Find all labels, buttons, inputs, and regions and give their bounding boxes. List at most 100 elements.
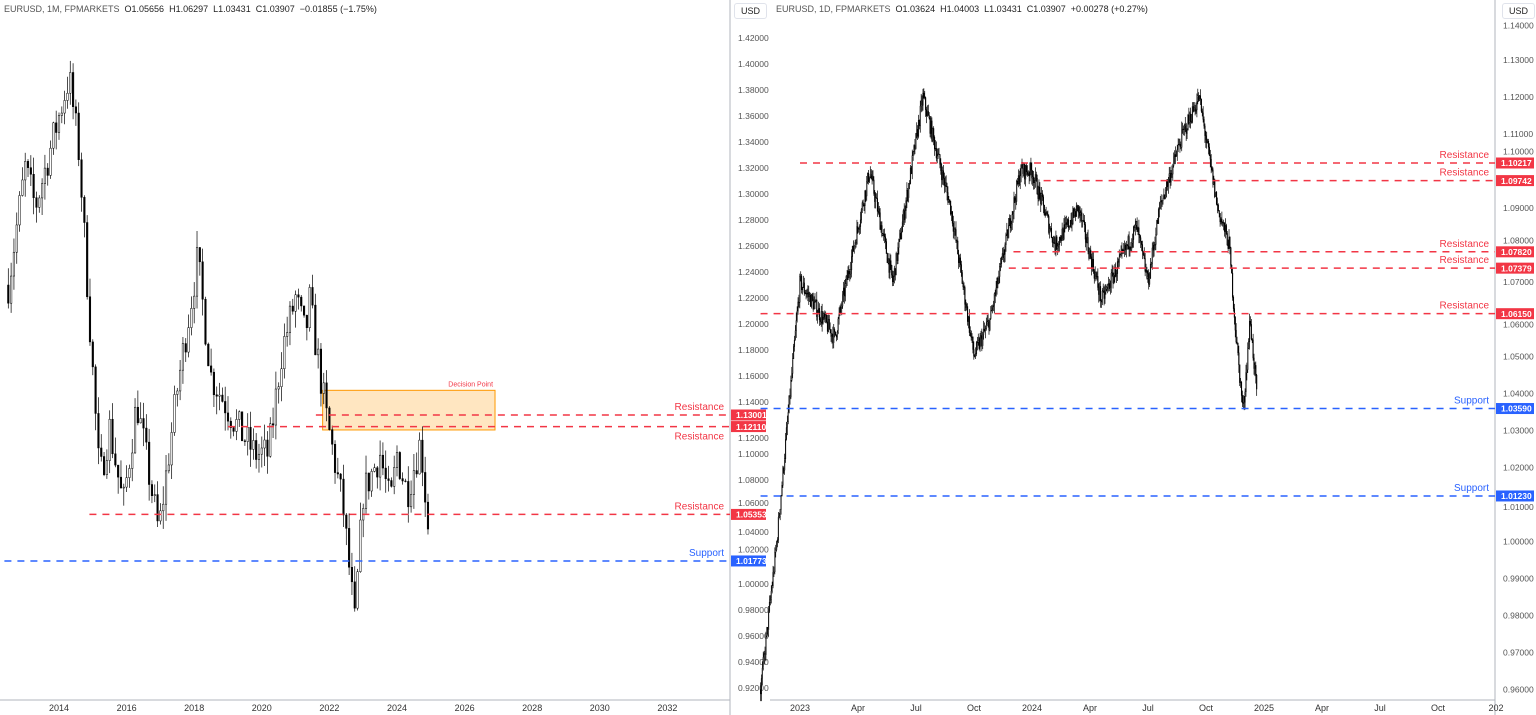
candle — [1165, 187, 1167, 200]
candle-body — [1045, 212, 1047, 216]
candle-body — [314, 304, 317, 356]
candle-body — [1139, 234, 1141, 239]
candle — [811, 292, 813, 302]
candle — [772, 565, 774, 589]
candle — [872, 170, 874, 182]
candle — [948, 195, 950, 203]
candle-body — [919, 105, 921, 127]
candle — [1034, 167, 1036, 188]
candle-body — [989, 318, 991, 331]
candle — [940, 158, 942, 175]
candle — [1038, 179, 1040, 202]
candle — [1224, 222, 1226, 237]
candle-body — [26, 161, 30, 168]
candle — [1024, 162, 1026, 185]
candle — [252, 428, 255, 460]
candle — [1102, 283, 1104, 293]
candle-body — [895, 253, 897, 276]
candle — [997, 276, 999, 289]
candle — [982, 331, 984, 350]
candle-body — [1084, 224, 1086, 240]
left-currency-button[interactable]: USD — [734, 3, 768, 19]
candle-body — [922, 92, 924, 106]
candle-body — [781, 485, 783, 496]
zone-label: Decision Point — [448, 381, 493, 388]
candle — [232, 426, 235, 437]
candle — [412, 454, 415, 509]
candle-body — [1038, 186, 1040, 199]
candle — [958, 254, 961, 268]
candle — [909, 165, 912, 185]
candle — [773, 566, 775, 577]
candle-body — [91, 341, 94, 368]
candle-body — [950, 211, 953, 215]
candle — [918, 119, 920, 130]
candle — [1078, 205, 1080, 218]
close-value: C1.03907 — [255, 4, 295, 14]
candle-body — [1096, 276, 1098, 278]
candle-body — [1223, 222, 1225, 224]
candle-body — [1089, 249, 1091, 259]
candle-body — [328, 407, 331, 430]
candle — [960, 260, 962, 277]
candle — [404, 478, 407, 483]
candle — [181, 336, 184, 384]
candle — [1192, 102, 1194, 113]
candle-body — [1057, 245, 1059, 249]
price-tick-label: 0.99000 — [1503, 574, 1534, 584]
candle — [1137, 226, 1139, 236]
candle-body — [939, 154, 941, 165]
candle-body — [173, 394, 176, 433]
candle — [367, 472, 370, 500]
candle-body — [1053, 237, 1055, 244]
candle-body — [961, 272, 963, 284]
candle — [1079, 206, 1081, 223]
candle — [842, 290, 844, 309]
candle-body — [1200, 98, 1202, 112]
candle — [1017, 169, 1019, 188]
candle-body — [1232, 297, 1235, 309]
candle — [800, 271, 802, 282]
candle — [1184, 116, 1186, 132]
candle — [843, 279, 845, 304]
candle-body — [849, 273, 851, 275]
candle — [1203, 116, 1205, 129]
candle-body — [359, 519, 362, 572]
candle-body — [923, 92, 925, 98]
candle-body — [210, 365, 213, 373]
candle — [831, 333, 833, 344]
candle — [1092, 252, 1094, 274]
candle — [935, 141, 937, 162]
candle — [958, 249, 960, 269]
candle — [1064, 215, 1066, 233]
candle-body — [331, 429, 334, 445]
candle-body — [303, 305, 306, 316]
candle — [328, 406, 331, 431]
candle-body — [1070, 219, 1072, 227]
candle — [990, 306, 992, 320]
candle — [74, 99, 77, 126]
candle-body — [933, 128, 935, 138]
candle — [995, 280, 997, 297]
price-tag-value: 1.07820 — [1501, 247, 1532, 257]
candle-body — [903, 210, 905, 221]
candle-body — [35, 197, 38, 208]
candle — [1176, 144, 1178, 161]
candle-body — [1091, 256, 1093, 269]
candle-body — [1011, 214, 1013, 225]
candle-body — [1144, 258, 1146, 272]
candle-body — [1130, 246, 1132, 248]
right-currency-button[interactable]: USD — [1502, 3, 1536, 19]
candle — [1125, 240, 1127, 258]
candle-body — [297, 294, 300, 298]
candle-body — [333, 444, 337, 473]
candle — [793, 343, 795, 360]
candle — [49, 140, 52, 179]
candle — [1230, 246, 1232, 268]
candle — [41, 178, 44, 216]
candle-body — [774, 551, 776, 572]
candle — [415, 452, 418, 478]
candle-body — [145, 427, 148, 443]
candle — [1152, 241, 1154, 258]
